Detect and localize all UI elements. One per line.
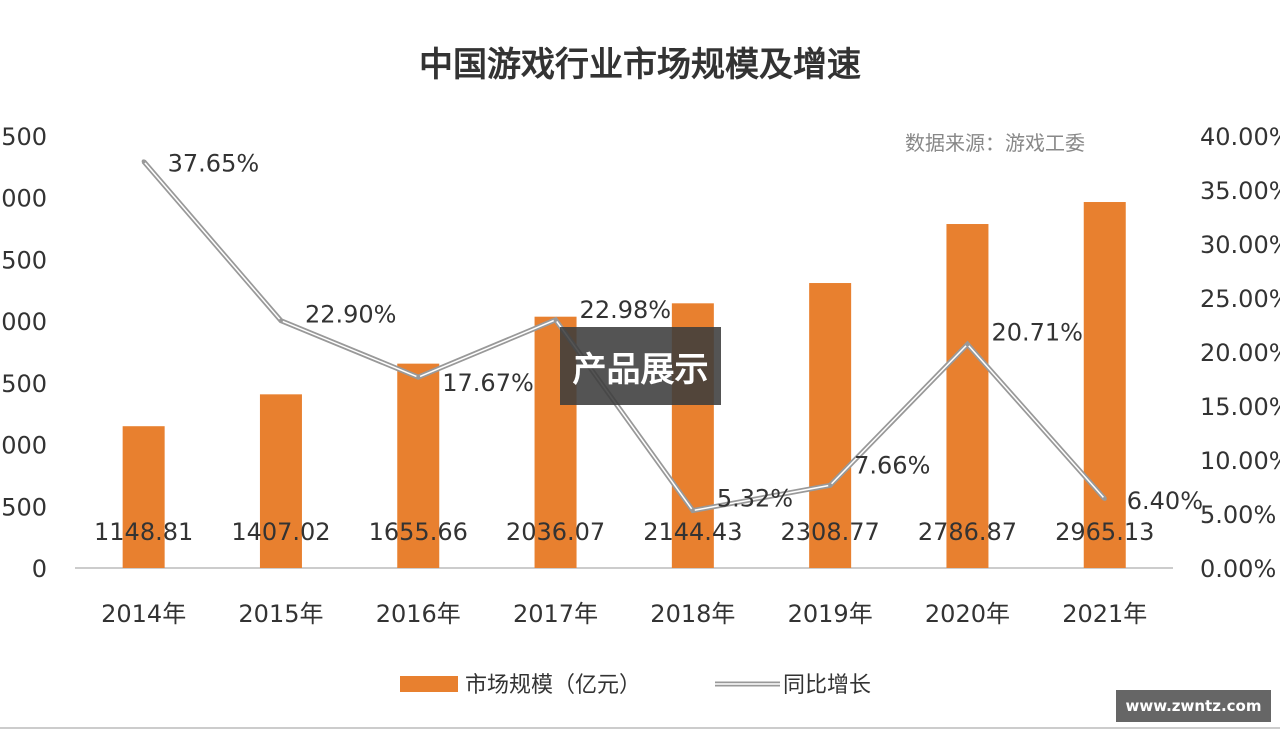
growth-line-inner (143, 160, 1106, 512)
line-point (416, 375, 421, 380)
line-value-label: 7.66% (854, 451, 930, 479)
line-value-label: 6.40% (1127, 487, 1203, 515)
right-axis-tick: 5.00% (1200, 501, 1276, 529)
x-axis-tick: 2014年 (101, 600, 186, 628)
line-value-label: 5.32% (717, 485, 793, 513)
bar-value-label: 2308.77 (781, 518, 880, 546)
right-axis-tick: 25.00% (1200, 285, 1280, 313)
legend: 市场规模（亿元） 同比增长 (400, 673, 871, 698)
left-axis-tick: 1000 (0, 432, 47, 460)
right-axis-tick: 40.00% (1200, 123, 1280, 151)
source-note: 数据来源：游戏工委 (905, 131, 1085, 155)
left-axis-tick: 3500 (0, 123, 47, 151)
x-axis-tick: 2017年 (513, 600, 598, 628)
x-axis-tick: 2016年 (376, 600, 461, 628)
left-axis-tick: 3000 (0, 185, 47, 213)
overlay-banner: 产品展示 (560, 327, 721, 405)
bar (397, 363, 440, 568)
right-axis-tick: 0.00% (1200, 555, 1276, 583)
x-axis-tick: 2015年 (238, 600, 323, 628)
x-axis-tick: 2019年 (788, 600, 873, 628)
right-axis-tick: 20.00% (1200, 339, 1280, 367)
left-axis-tick: 2000 (0, 308, 47, 336)
legend-bar-swatch (400, 676, 458, 692)
x-axis-tick: 2018年 (650, 600, 735, 628)
line-value-label: 22.98% (580, 296, 672, 324)
bar (122, 426, 165, 568)
left-axis-tick: 1500 (0, 370, 47, 398)
bar-value-label: 2144.43 (643, 518, 742, 546)
bar-value-label: 1407.02 (231, 518, 330, 546)
left-axis-tick: 0 (32, 555, 47, 583)
bar (809, 283, 852, 568)
left-axis-tick: 500 (1, 493, 47, 521)
right-axis-tick: 35.00% (1200, 177, 1280, 205)
bottom-divider (0, 727, 1280, 729)
bar-value-label: 2036.07 (506, 518, 605, 546)
site-watermark[interactable]: www.zwntz.com (1116, 690, 1271, 722)
bar (1083, 202, 1126, 568)
bar (946, 224, 989, 568)
line-value-label: 22.90% (305, 301, 397, 329)
x-axis-tick: 2021年 (1062, 600, 1147, 628)
right-axis-tick: 30.00% (1200, 231, 1280, 259)
line-point (141, 159, 146, 164)
left-axis-tick: 2500 (0, 246, 47, 274)
bar-value-label: 2965.13 (1055, 518, 1154, 546)
line-point (553, 317, 558, 322)
legend-bar-label: 市场规模（亿元） (465, 673, 641, 698)
line-point (828, 483, 833, 488)
line-point (278, 318, 283, 323)
line-value-label: 37.65% (168, 149, 260, 177)
line-point (1102, 496, 1107, 501)
bar-value-label: 1655.66 (369, 518, 468, 546)
right-axis-tick: 15.00% (1200, 393, 1280, 421)
right-axis-tick: 10.00% (1200, 447, 1280, 475)
bar-value-label: 2786.87 (918, 518, 1017, 546)
line-value-label: 17.67% (442, 369, 534, 397)
x-axis-tick: 2020年 (925, 600, 1010, 628)
line-value-label: 20.71% (991, 318, 1083, 346)
line-point (965, 342, 970, 347)
chart-title: 中国游戏行业市场规模及增速 (419, 45, 861, 85)
legend-line-label: 同比增长 (783, 673, 871, 698)
bar-value-label: 1148.81 (94, 518, 193, 546)
bar (259, 394, 302, 568)
line-point (690, 508, 695, 513)
